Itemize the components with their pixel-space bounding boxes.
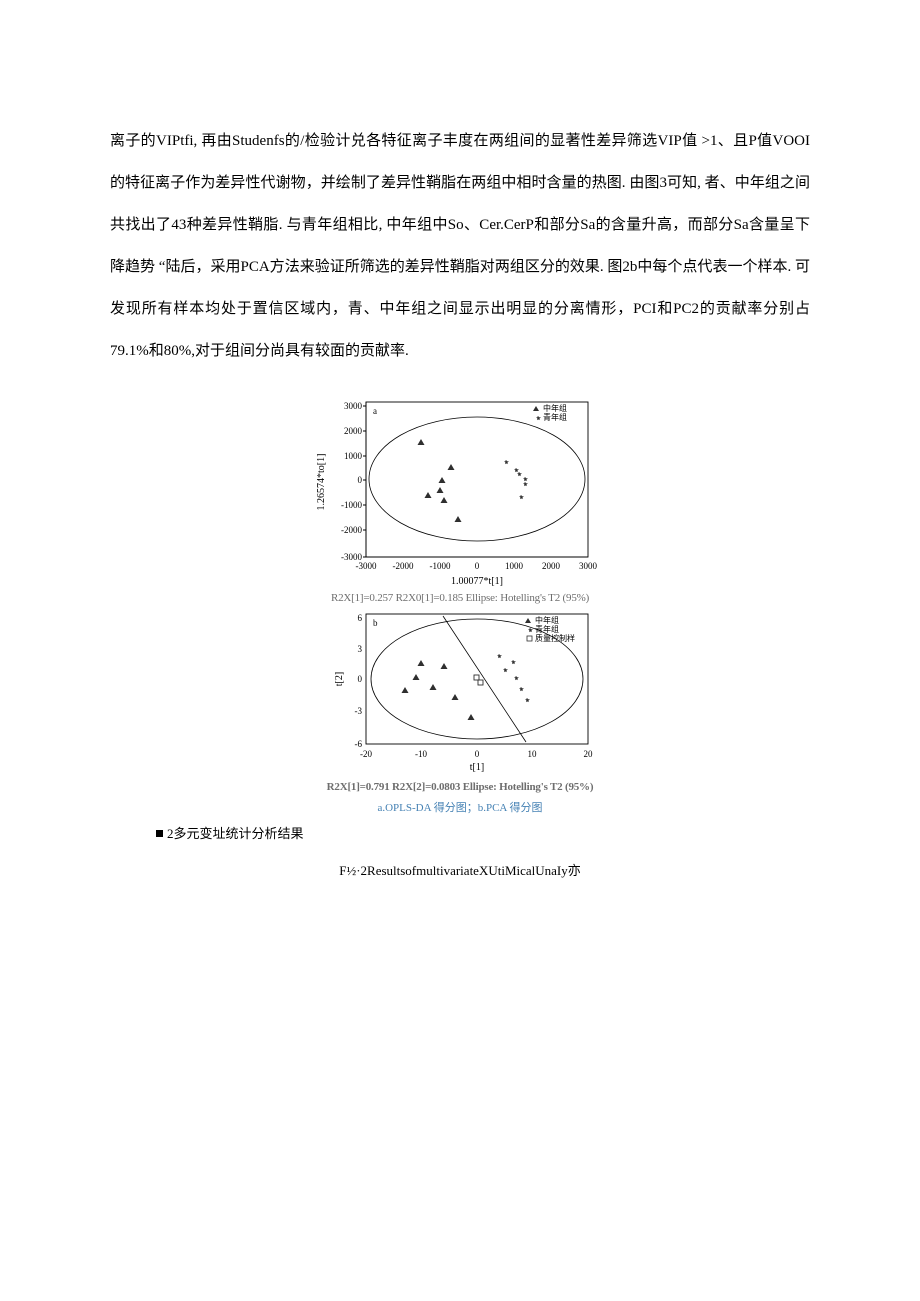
svg-text:-20: -20	[360, 749, 372, 759]
svg-text:-2000: -2000	[341, 525, 362, 535]
svg-text:中年组: 中年组	[535, 615, 559, 625]
svg-text:-10: -10	[415, 749, 427, 759]
figure-cn-label-text: 2多元变址统计分析结果	[167, 826, 304, 841]
chart-b-xticks: -20 -10 0 10 20	[360, 749, 593, 759]
svg-text:中年组: 中年组	[543, 403, 567, 413]
chart-b-ylabel: t[2]	[334, 672, 345, 686]
figure-en-label: F½·2ResultsofmultivariateXUtiMicalUnaIy亦	[110, 860, 810, 879]
chart-a-xlabel: 1.00077*t[1]	[451, 576, 503, 587]
svg-text:-1000: -1000	[430, 561, 451, 571]
svg-text:2000: 2000	[344, 426, 363, 436]
svg-text:0: 0	[475, 561, 480, 571]
chart-b-scatter: 6 3 0 -3 -6 -20 -10 0 10 20 t[1] t[2] b	[310, 604, 610, 779]
svg-text:6: 6	[358, 613, 363, 623]
chart-a-scatter: 3000 2000 1000 0 -1000 -2000 -3000	[310, 390, 610, 590]
svg-text:2000: 2000	[542, 561, 561, 571]
svg-text:-3: -3	[355, 706, 363, 716]
svg-text:10: 10	[528, 749, 538, 759]
svg-text:青年组: 青年组	[535, 624, 559, 634]
svg-text:-3000: -3000	[356, 561, 377, 571]
svg-text:-2000: -2000	[393, 561, 414, 571]
svg-text:0: 0	[475, 749, 480, 759]
square-bullet-icon	[156, 830, 163, 837]
svg-text:20: 20	[584, 749, 594, 759]
svg-text:青年组: 青年组	[543, 412, 567, 422]
svg-text:1000: 1000	[344, 451, 363, 461]
paragraph-body: 离子的VIPtfi, 再由Studenfs的/检验计兑各特征离子丰度在两组间的显…	[110, 120, 810, 372]
chart-b-yticks: 6 3 0 -3 -6	[355, 613, 363, 749]
svg-text:-1000: -1000	[341, 500, 362, 510]
chart-b-corner-label: b	[373, 618, 378, 628]
chart-b-caption: R2X[1]=0.791 R2X[2]=0.0803 Ellipse: Hote…	[110, 781, 810, 793]
svg-text:质量控制样: 质量控制样	[535, 633, 575, 643]
chart-a-yticks: 3000 2000 1000 0 -1000 -2000 -3000	[341, 401, 366, 562]
chart-a-caption: R2X[1]=0.257 R2X0[1]=0.185 Ellipse: Hote…	[110, 592, 810, 604]
chart-b-xlabel: t[1]	[470, 762, 484, 773]
chart-a-ylabel: 1.26574*to[1]	[316, 454, 327, 511]
chart-a-corner-label: a	[373, 406, 377, 416]
svg-text:1000: 1000	[505, 561, 524, 571]
chart-a-xticks: -3000 -2000 -1000 0 1000 2000 3000	[356, 561, 598, 571]
svg-text:3: 3	[358, 644, 363, 654]
figure-sub-caption: a.OPLS-DA 得分图；b.PCA 得分图	[110, 799, 810, 815]
svg-text:3000: 3000	[579, 561, 598, 571]
svg-text:3000: 3000	[344, 401, 363, 411]
figure-cn-label: 2多元变址统计分析结果	[156, 823, 810, 842]
svg-text:-6: -6	[355, 739, 363, 749]
figure-2: 3000 2000 1000 0 -1000 -2000 -3000	[110, 390, 810, 815]
svg-text:0: 0	[358, 674, 363, 684]
svg-text:0: 0	[358, 475, 363, 485]
